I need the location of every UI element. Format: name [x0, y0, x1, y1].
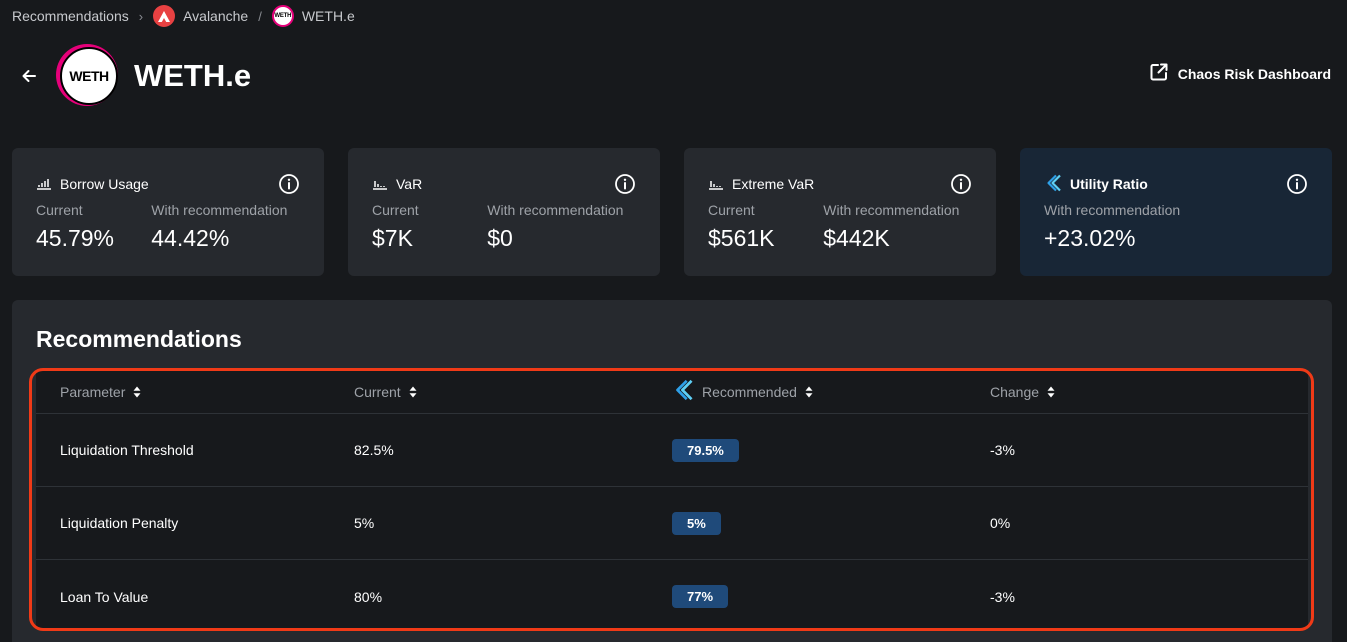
current-cell: 5%	[354, 515, 375, 531]
column-label: Change	[990, 383, 1040, 400]
change-cell: 0%	[990, 515, 1011, 531]
card-var: VaR Current $7K With recommendation $0	[348, 148, 660, 276]
current-cell: 82.5%	[354, 442, 394, 458]
breadcrumb: Recommendations › Avalanche / WETH WETH.…	[12, 5, 355, 27]
card-utility-ratio: Utility Ratio With recommendation +23.02…	[1020, 148, 1332, 276]
recommendations-panel: Recommendations Parameter Current Recomm…	[12, 300, 1332, 642]
metric-cards: Borrow Usage Current 45.79% With recomme…	[12, 148, 1332, 276]
sort-icon	[409, 386, 417, 398]
sort-icon	[805, 386, 813, 398]
change-cell: -3%	[990, 442, 1015, 458]
card-title: Utility Ratio	[1070, 176, 1148, 192]
card-title: VaR	[396, 176, 423, 192]
current-cell: 80%	[354, 588, 383, 605]
recommended-badge: 77%	[672, 585, 729, 608]
recommended-badge: 79.5%	[672, 438, 739, 462]
column-change[interactable]: Change	[990, 384, 1308, 400]
column-label: Current	[354, 383, 401, 400]
chaos-risk-dashboard-label: Chaos Risk Dashboard	[1177, 65, 1331, 82]
card-borrow-usage: Borrow Usage Current 45.79% With recomme…	[12, 148, 324, 276]
back-arrow-icon[interactable]	[20, 67, 38, 85]
recommended-badge: 5%	[672, 511, 721, 535]
table-row: Liquidation Penalty 5% 5% 0%	[36, 487, 1308, 560]
card-title: Borrow Usage	[60, 176, 149, 192]
page-header: WETH WETH.e	[20, 44, 251, 108]
recommendation-value: 44.42%	[151, 225, 230, 251]
table-row: Loan To Value 80% 77% -3%	[36, 560, 1308, 633]
info-icon[interactable]	[614, 173, 636, 195]
card-title: Extreme VaR	[732, 176, 815, 192]
sort-icon	[1047, 386, 1055, 398]
info-icon[interactable]	[1286, 173, 1308, 195]
column-parameter[interactable]: Parameter	[60, 384, 354, 400]
breadcrumb-weth: WETH WETH.e	[271, 5, 355, 27]
recommendation-label: With recommendation	[487, 202, 624, 218]
recommendations-title: Recommendations	[36, 326, 242, 352]
current-label: Current	[36, 202, 83, 218]
recommendation-value: +23.02%	[1044, 225, 1136, 251]
chaos-logo-icon	[672, 379, 694, 404]
column-label: Recommended	[702, 383, 797, 400]
weth-logo-icon: WETH	[56, 44, 120, 108]
info-icon[interactable]	[950, 173, 972, 195]
current-label: Current	[372, 202, 419, 218]
chaos-risk-dashboard-link[interactable]: Chaos Risk Dashboard	[1149, 62, 1331, 85]
breadcrumb-weth-label: WETH.e	[301, 8, 355, 24]
breadcrumb-chevron: ›	[138, 8, 144, 24]
column-recommended[interactable]: Recommended	[672, 379, 990, 404]
change-cell: -3%	[990, 588, 1015, 605]
parameter-cell: Liquidation Penalty	[60, 515, 179, 531]
column-current[interactable]: Current	[354, 384, 672, 400]
column-label: Parameter	[60, 383, 126, 400]
recommendation-label: With recommendation	[1044, 202, 1181, 218]
weth-logo-text: WETH	[60, 47, 118, 105]
breadcrumb-recommendations-label: Recommendations	[12, 8, 129, 24]
external-link-icon	[1149, 62, 1169, 85]
current-label: Current	[708, 202, 755, 218]
parameter-cell: Loan To Value	[60, 588, 149, 605]
current-value: 45.79%	[36, 225, 115, 251]
parameter-cell: Liquidation Threshold	[60, 442, 194, 458]
breadcrumb-recommendations[interactable]: Recommendations	[12, 8, 129, 24]
recommendation-label: With recommendation	[823, 202, 960, 218]
sort-icon	[133, 386, 141, 398]
table-row: Liquidation Threshold 82.5% 79.5% -3%	[36, 414, 1308, 487]
current-value: $561K	[708, 225, 775, 251]
page-title: WETH.e	[134, 58, 252, 93]
chart-icon	[708, 176, 724, 193]
current-value: $7K	[372, 225, 413, 251]
weth-mini-logo-icon: WETH	[271, 5, 294, 27]
breadcrumb-slash: /	[258, 8, 262, 24]
avalanche-logo-icon	[153, 5, 176, 27]
info-icon[interactable]	[278, 173, 300, 195]
card-extreme-var: Extreme VaR Current $561K With recommend…	[684, 148, 996, 276]
chart-icon	[372, 176, 388, 193]
breadcrumb-avalanche-label: Avalanche	[183, 8, 249, 24]
chart-icon	[36, 176, 52, 193]
recommendations-table: Parameter Current Recommended Change Liq…	[36, 370, 1308, 630]
table-header: Parameter Current Recommended Change	[36, 370, 1308, 414]
recommendation-value: $0	[487, 225, 513, 251]
breadcrumb-avalanche[interactable]: Avalanche	[153, 5, 248, 27]
recommendation-value: $442K	[823, 225, 890, 251]
recommendation-label: With recommendation	[151, 202, 288, 218]
chaos-logo-icon	[1044, 174, 1062, 195]
